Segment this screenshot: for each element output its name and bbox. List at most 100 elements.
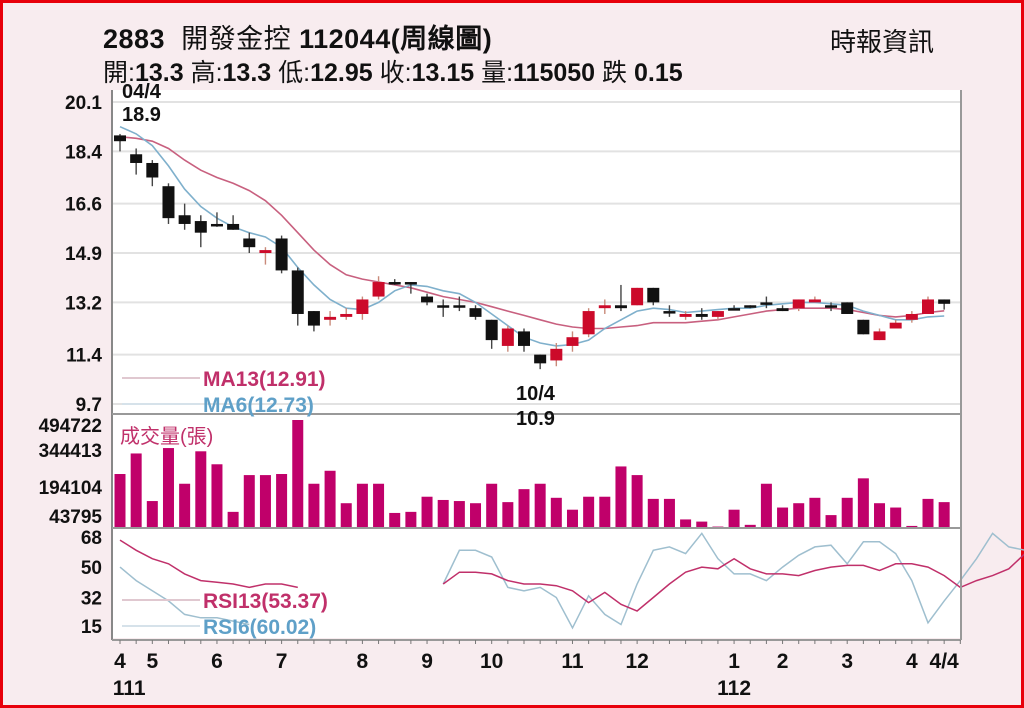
- candle-down: [453, 305, 466, 308]
- volume-bar: [276, 474, 288, 527]
- candle-down: [146, 162, 159, 178]
- x-tick-label: 6: [211, 650, 223, 673]
- volume-bar: [922, 498, 934, 527]
- rsi6-legend: RSI6(60.02): [203, 616, 316, 639]
- candle-down: [695, 313, 708, 317]
- candle-down: [243, 238, 256, 248]
- candle-up: [922, 299, 934, 314]
- candle-down: [210, 223, 223, 227]
- candle-down: [421, 296, 434, 303]
- volume-bar: [146, 501, 158, 527]
- volume-label: 量:: [481, 59, 514, 87]
- volume-bar: [195, 451, 207, 527]
- candle-up: [550, 348, 563, 361]
- candle-up: [631, 287, 644, 306]
- candle-up: [598, 305, 611, 309]
- candle-down: [114, 135, 126, 142]
- x-tick-label: 10: [480, 650, 503, 673]
- data-source: 時報資訊: [830, 27, 935, 57]
- candle-up: [259, 250, 272, 253]
- volume-tick-label: 494722: [39, 416, 102, 437]
- volume-bar: [777, 507, 789, 527]
- rsi-panel: [119, 532, 1024, 630]
- rsi13-line: [119, 539, 1024, 612]
- candle-up: [711, 311, 724, 317]
- candle-down: [404, 282, 417, 285]
- candle-down: [485, 319, 498, 341]
- x-tick-label: 4: [906, 650, 918, 673]
- volume-bar: [809, 497, 821, 527]
- volume-bar: [324, 470, 336, 527]
- volume-title: 成交量(張): [120, 425, 213, 448]
- volume-bar: [470, 503, 482, 527]
- year-label: 111: [113, 677, 146, 700]
- volume-bar: [211, 464, 223, 527]
- x-tick-label: 8: [357, 650, 369, 673]
- change-value: 0.15: [634, 59, 683, 87]
- candle-down: [227, 223, 240, 230]
- volume-bar: [890, 507, 902, 527]
- candle-down: [437, 305, 450, 308]
- candle-down: [760, 302, 773, 305]
- candle-down: [857, 319, 870, 335]
- volume-tick-label: 344413: [39, 441, 102, 462]
- candle-up: [889, 322, 902, 329]
- volume-bar: [550, 497, 562, 527]
- volume-bar: [874, 503, 886, 527]
- candle-up: [905, 313, 918, 320]
- candle-down: [178, 215, 191, 224]
- candle-up: [340, 313, 353, 317]
- volume-bar: [615, 466, 627, 527]
- candle-down: [534, 354, 547, 364]
- volume-bar: [259, 475, 271, 527]
- price-tick-label: 9.7: [76, 395, 102, 416]
- x-tick-label: 1: [728, 650, 740, 673]
- x-tick-label: 5: [146, 650, 158, 673]
- volume-bar: [114, 474, 126, 527]
- volume-bar: [696, 521, 708, 527]
- volume-bar: [356, 483, 368, 527]
- volume-bar: [906, 525, 918, 527]
- close-label: 收:: [379, 59, 412, 87]
- candle-up: [324, 316, 337, 320]
- volume-bar: [518, 489, 530, 527]
- volume-bar: [130, 453, 142, 527]
- volume-bar: [599, 496, 611, 527]
- x-tick-label: 9: [421, 650, 433, 673]
- x-tick-label: 4/4: [930, 650, 960, 673]
- x-tick-label: 4: [114, 650, 126, 673]
- candle-down: [938, 299, 951, 304]
- candle-down: [776, 308, 789, 312]
- x-tick-label: 7: [276, 650, 288, 673]
- rsi13-legend: RSI13(53.37): [203, 590, 328, 613]
- volume-bar: [680, 519, 692, 527]
- volume-bar: [308, 483, 320, 527]
- volume-bar: [405, 511, 417, 527]
- volume-value: 115050: [513, 59, 596, 87]
- volume-bar: [631, 475, 643, 527]
- low-annotation-date: 10/4: [516, 383, 556, 405]
- candle-up: [873, 331, 886, 341]
- volume-bar: [857, 478, 869, 527]
- candle-down: [647, 287, 660, 303]
- rsi6-line: [119, 532, 1024, 630]
- candle-up: [582, 311, 595, 335]
- volume-bar: [793, 503, 805, 527]
- year-label: 112: [717, 677, 751, 700]
- volume-panel: [114, 420, 950, 527]
- volume-bar: [938, 502, 950, 527]
- x-tick-label: 3: [841, 650, 853, 673]
- candle-down: [825, 305, 838, 308]
- volume-bar: [437, 499, 449, 527]
- volume-bar: [502, 502, 514, 527]
- candle-down: [388, 282, 401, 285]
- volume-tick-label: 194104: [39, 478, 103, 499]
- axes: [111, 90, 962, 644]
- volume-bar: [744, 524, 756, 527]
- candle-down: [841, 302, 854, 314]
- stock-code: 2883: [103, 24, 166, 54]
- volume-bar: [841, 497, 853, 527]
- gridlines: [112, 101, 961, 405]
- volume-bar: [566, 509, 578, 527]
